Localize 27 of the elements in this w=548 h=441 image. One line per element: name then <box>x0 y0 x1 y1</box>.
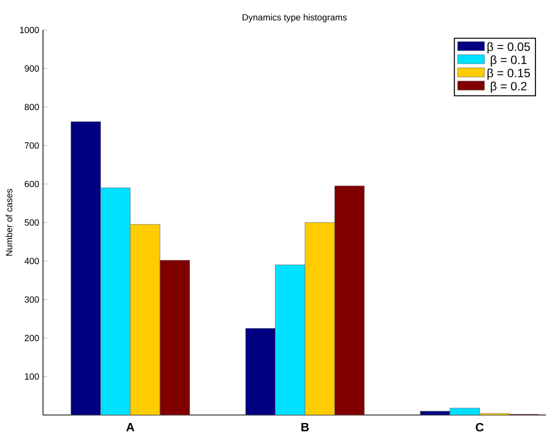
y-tick-label: 900 <box>24 65 39 72</box>
bar <box>334 186 365 415</box>
y-tick-label: 700 <box>24 142 39 149</box>
bar <box>304 222 335 415</box>
y-tick-label: 400 <box>24 258 39 264</box>
y-tick-label: 100 <box>25 373 39 380</box>
bar <box>130 224 160 415</box>
legend-label: β = 0.2 <box>490 82 527 93</box>
y-axis-title: Number of cases <box>6 188 12 256</box>
legend-label: β = 0.15 <box>488 68 530 80</box>
legend-label: β = 0.05 <box>488 42 530 54</box>
x-tick-label: C <box>476 422 484 432</box>
y-tick-label: 300 <box>24 296 39 303</box>
y-tick-label: 600 <box>24 180 39 188</box>
bar <box>275 264 306 415</box>
bar <box>100 188 131 415</box>
bar <box>70 121 101 415</box>
x-tick-label: A <box>126 422 134 432</box>
bar <box>160 260 190 415</box>
chart-title: Dynamics type histograms <box>242 14 347 22</box>
legend-label: β = 0.1 <box>490 55 527 66</box>
y-tick-label: 800 <box>24 104 39 110</box>
y-tick-label: 200 <box>24 334 39 342</box>
x-tick-label: B <box>301 422 309 432</box>
y-tick-label: 500 <box>24 219 39 226</box>
y-tick-label: 1000 <box>20 26 39 34</box>
bar <box>245 328 276 415</box>
